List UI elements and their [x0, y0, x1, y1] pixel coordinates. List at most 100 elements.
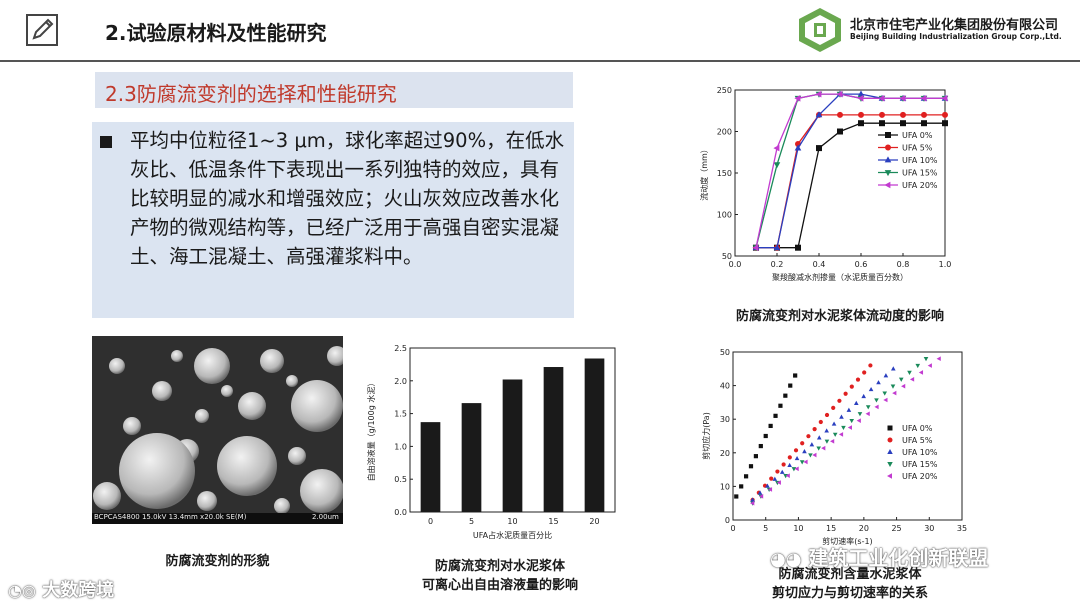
data-point — [853, 400, 859, 405]
data-point — [858, 120, 864, 127]
bullet-text: 平均中位粒径1~3 μm，球化率超过90%，在低水灰比、低温条件下表现出一系列独… — [130, 129, 565, 268]
legend-label: UFA 10% — [902, 448, 938, 457]
data-point — [768, 423, 773, 429]
legend-label: UFA 5% — [902, 144, 933, 153]
data-point — [816, 145, 822, 152]
legend-label: UFA 10% — [902, 156, 938, 165]
data-point — [849, 418, 855, 424]
legend-marker — [887, 473, 892, 479]
data-point — [806, 434, 811, 439]
legend-label: UFA 0% — [902, 424, 933, 433]
bar — [420, 422, 441, 512]
data-point — [882, 391, 888, 396]
y-tick-label: 2.0 — [394, 377, 407, 386]
data-point — [783, 393, 788, 398]
watermark-right: ◕◕ 建筑工业化创新联盟 — [770, 542, 988, 571]
data-point — [865, 405, 871, 410]
data-point — [921, 111, 927, 118]
x-tick-label: 30 — [924, 524, 934, 533]
data-point — [899, 95, 906, 102]
data-point — [794, 455, 800, 461]
data-point — [857, 90, 865, 97]
data-point — [793, 373, 798, 378]
data-point — [757, 490, 763, 495]
data-point — [920, 95, 927, 102]
data-point — [824, 439, 830, 444]
data-point — [857, 95, 864, 102]
pencil-icon — [26, 14, 58, 46]
data-point — [800, 441, 805, 446]
data-point — [812, 452, 817, 458]
legend-marker — [887, 462, 893, 467]
data-point — [808, 453, 813, 458]
data-point — [752, 244, 759, 251]
data-point — [849, 384, 854, 389]
data-point — [795, 244, 801, 251]
data-point — [824, 428, 829, 433]
data-point — [750, 497, 755, 502]
legend-marker — [885, 132, 891, 138]
data-point — [772, 476, 778, 481]
legend-label: UFA 15% — [902, 460, 938, 469]
bullet-marker-icon — [100, 136, 112, 148]
data-point — [753, 454, 758, 459]
data-point — [831, 421, 837, 426]
legend-marker — [885, 144, 891, 151]
bar — [461, 403, 482, 512]
data-point — [787, 455, 792, 460]
x-tick-label: 1.0 — [939, 260, 952, 269]
data-point — [915, 363, 921, 369]
x-tick-label: 10 — [507, 517, 517, 526]
data-point — [794, 95, 801, 102]
data-point — [778, 403, 783, 408]
data-point — [942, 111, 948, 118]
data-point — [909, 377, 915, 382]
data-point — [776, 480, 781, 485]
y-tick-label: 20 — [720, 449, 730, 458]
data-point — [769, 476, 774, 481]
data-point — [907, 370, 912, 375]
sem-info-text: BCPCAS4800 15.0kV 13.4mm x20.0k SE(M) — [94, 513, 247, 521]
data-point — [750, 500, 755, 506]
data-point — [794, 144, 802, 151]
data-point — [898, 377, 904, 382]
fluidity-chart-caption: 防腐流变剂对水泥浆体流动度的影响 — [735, 309, 944, 324]
x-tick-label: 35 — [957, 524, 967, 533]
data-point — [815, 90, 822, 98]
x-tick-label: 20 — [589, 517, 599, 526]
legend-marker — [884, 156, 892, 163]
data-point — [773, 244, 781, 251]
data-point — [765, 483, 770, 488]
data-point — [861, 393, 866, 399]
data-point — [832, 432, 838, 437]
data-point — [802, 449, 807, 454]
shear-chart-caption: 防腐流变剂含量水泥浆体 剪切应力与剪切速率的关系 — [771, 567, 928, 601]
sem-scale-label: 2.00um — [312, 513, 339, 521]
data-point — [830, 438, 835, 444]
data-point — [836, 90, 843, 98]
legend-label: UFA 15% — [902, 169, 938, 178]
x-axis-label: UFA占水泥质量百分比 — [473, 530, 552, 540]
data-point — [883, 397, 888, 403]
y-tick-label: 0.0 — [394, 508, 407, 517]
data-point — [923, 357, 929, 362]
data-point — [901, 383, 906, 389]
sem-info-bar — [92, 513, 343, 524]
company-logo — [799, 8, 841, 52]
legend-label: UFA 5% — [902, 436, 933, 445]
watermark-left: ◔◎ 大数跨境 — [8, 576, 114, 602]
data-point — [900, 111, 906, 118]
page-title: 2.试验原材料及性能研究 — [105, 21, 327, 45]
y-tick-label: 40 — [720, 382, 730, 391]
data-point — [941, 95, 948, 102]
legend-marker — [884, 181, 891, 189]
y-tick-label: 1.5 — [394, 410, 407, 419]
data-point — [879, 120, 885, 127]
shear-stress-scatter-chart: 0 10 20 30 40 50 0 5 10 15 20 25 30 35 UFA 0% UFA 5% UFA… — [701, 348, 967, 546]
data-point — [773, 144, 780, 152]
watermark-logo-icon: ◔◎ — [8, 581, 36, 600]
watermark-left-text: 大数跨境 — [42, 580, 115, 601]
data-point — [883, 373, 889, 378]
data-point — [748, 464, 754, 469]
series-line — [756, 122, 945, 249]
